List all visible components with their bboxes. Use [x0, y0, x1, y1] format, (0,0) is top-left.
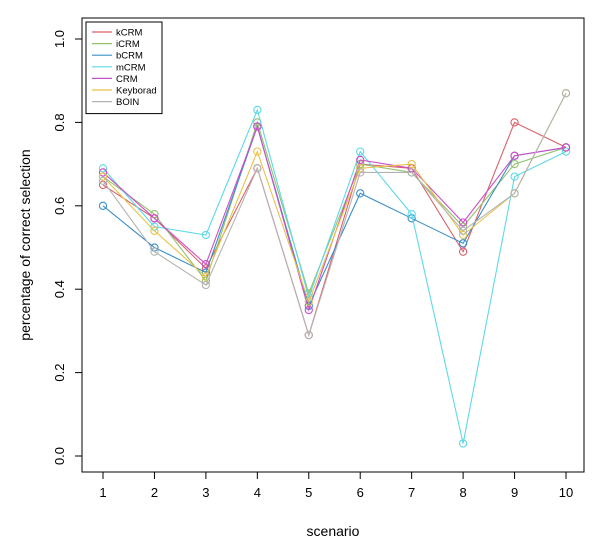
data-point-boin	[510, 189, 519, 198]
legend-label-bcrm: bCRM	[116, 51, 143, 62]
data-point-boin	[561, 89, 571, 98]
data-point-bcrm	[98, 201, 108, 210]
x-tick-label: 8	[459, 485, 466, 500]
data-point-crm	[201, 260, 211, 269]
data-point-kcrm	[458, 247, 468, 256]
plot-frame	[81, 17, 585, 473]
y-tick-label: 0.4	[52, 280, 67, 298]
series-line-keyborad	[102, 92, 567, 304]
legend-label-boin: BOIN	[116, 97, 139, 108]
series-line-bcrm	[102, 124, 567, 308]
data-point-keyborad	[304, 297, 313, 306]
x-tick-label: 3	[202, 485, 209, 500]
data-point-boin	[253, 164, 262, 173]
data-point-crm	[561, 143, 571, 152]
legend-label-keyborad: Keyborad	[116, 86, 157, 97]
data-point-boin	[150, 247, 159, 256]
data-point-boin	[201, 280, 211, 290]
y-tick-label: 1.0	[52, 30, 67, 48]
x-axis-title: scenario	[307, 523, 360, 539]
data-point-kcrm	[510, 118, 519, 127]
legend-label-crm: CRM	[116, 74, 138, 85]
series-boin	[98, 89, 571, 340]
series-line-icrm	[102, 120, 567, 296]
data-point-keyborad	[356, 164, 365, 173]
data-point-mcrm	[201, 230, 211, 240]
data-point-boin	[304, 330, 313, 340]
x-tick-label: 5	[305, 485, 312, 500]
series-line-mcrm	[102, 108, 567, 444]
data-point-keyborad	[150, 226, 159, 235]
x-tick-label: 9	[511, 485, 518, 500]
data-point-mcrm	[253, 105, 262, 115]
legend-label-kcrm: kCRM	[116, 28, 142, 39]
data-point-boin	[458, 226, 468, 235]
data-point-mcrm	[561, 147, 571, 156]
data-point-mcrm	[407, 209, 416, 219]
data-point-boin	[407, 168, 416, 177]
x-tick-label: 6	[357, 485, 364, 500]
data-point-boin	[356, 168, 365, 177]
data-point-crm	[510, 151, 519, 160]
y-axis-title: percentage of correct selection	[17, 149, 33, 340]
y-tick-label: 0.8	[52, 113, 67, 131]
legend-label-icrm: iCRM	[116, 39, 140, 50]
data-point-crm	[304, 305, 313, 315]
data-point-mcrm	[458, 439, 468, 448]
y-tick-label: 0.6	[52, 197, 67, 215]
series-line-boin	[102, 92, 567, 337]
data-point-icrm	[510, 159, 519, 169]
data-point-boin	[98, 176, 108, 185]
legend-label-mcrm: mCRM	[116, 62, 146, 73]
data-point-bcrm	[356, 189, 365, 198]
data-point-mcrm	[356, 147, 365, 156]
data-point-keyborad	[98, 172, 108, 181]
y-tick-label: 0.0	[52, 447, 67, 465]
x-tick-label: 2	[151, 485, 158, 500]
data-point-crm	[356, 155, 365, 165]
legend-box	[85, 21, 163, 115]
data-point-mcrm	[510, 172, 519, 181]
data-point-mcrm	[98, 164, 108, 173]
data-point-keyborad	[407, 159, 416, 169]
series-mcrm	[98, 105, 571, 448]
data-point-crm	[458, 218, 468, 227]
x-tick-label: 10	[559, 485, 573, 500]
data-point-keyborad	[253, 147, 262, 156]
y-tick-label: 0.2	[52, 364, 67, 382]
data-point-crm	[253, 122, 262, 131]
x-tick-label: 7	[408, 485, 415, 500]
data-point-crm	[150, 214, 159, 223]
x-tick-label: 1	[99, 485, 106, 500]
data-point-bcrm	[458, 239, 468, 248]
data-point-crm	[98, 168, 108, 177]
x-tick-label: 4	[254, 485, 261, 500]
